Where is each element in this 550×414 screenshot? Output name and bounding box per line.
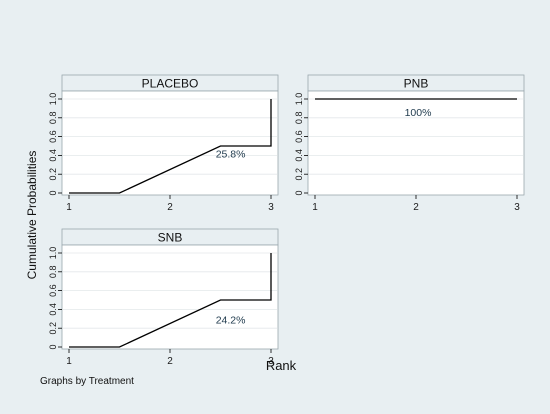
by-note: Graphs by Treatment xyxy=(40,376,134,387)
panel-placebo: PLACEBO 0 0.2 0.4 0.6 0.8 1.0 1 2 3 25.8% xyxy=(48,74,279,213)
y-tick-label: 0.2 xyxy=(48,322,58,335)
plot-area xyxy=(61,244,279,350)
x-tick-label: 2 xyxy=(167,202,173,213)
probability-annotation: 24.2% xyxy=(216,315,246,327)
y-tick-label: 1.0 xyxy=(294,93,304,106)
y-tick-label: 1.0 xyxy=(48,93,58,106)
panels-group: PLACEBO 0 0.2 0.4 0.6 0.8 1.0 1 2 3 25.8% PNB 0 0.2 0.… xyxy=(48,74,525,367)
x-tick-label: 3 xyxy=(514,202,520,213)
series-line xyxy=(69,253,272,348)
y-tick-label: 0.2 xyxy=(48,168,58,181)
y-tick-label: 0 xyxy=(48,190,58,195)
y-tick-label: 0.4 xyxy=(48,149,58,162)
plot-area xyxy=(61,90,279,196)
panel-snb: SNB 0 0.2 0.4 0.6 0.8 1.0 1 2 3 24.2% xyxy=(48,228,279,367)
panel-title: SNB xyxy=(158,231,183,245)
y-tick-label: 0 xyxy=(48,344,58,349)
y-axis-title: Cumulative Probabilities xyxy=(25,151,39,280)
y-tick-label: 0.8 xyxy=(48,266,58,279)
y-tick-label: 0.4 xyxy=(294,149,304,162)
y-tick-label: 0.4 xyxy=(48,303,58,316)
y-tick-label: 0.8 xyxy=(294,112,304,125)
panel-pnb: PNB 0 0.2 0.4 0.6 0.8 1.0 1 2 3 100% xyxy=(294,74,525,213)
x-tick-label: 1 xyxy=(66,202,72,213)
x-axis-title: Rank xyxy=(266,358,297,373)
y-tick-label: 0.2 xyxy=(294,168,304,181)
y-tick-label: 1.0 xyxy=(48,247,58,260)
panel-title: PLACEBO xyxy=(142,77,199,91)
y-tick-label: 0.6 xyxy=(48,130,58,143)
probability-annotation: 100% xyxy=(405,107,432,119)
plot-area xyxy=(307,90,525,196)
probability-annotation: 25.8% xyxy=(216,148,246,160)
x-tick-label: 2 xyxy=(413,202,419,213)
y-tick-label: 0.8 xyxy=(48,112,58,125)
y-tick-label: 0.6 xyxy=(294,130,304,143)
x-tick-label: 1 xyxy=(66,356,72,367)
x-tick-label: 3 xyxy=(268,202,274,213)
y-tick-label: 0 xyxy=(294,190,304,195)
panel-title: PNB xyxy=(404,77,429,91)
series-line xyxy=(69,99,272,194)
y-tick-label: 0.6 xyxy=(48,284,58,297)
x-tick-label: 2 xyxy=(167,356,173,367)
x-tick-label: 1 xyxy=(312,202,318,213)
x-tick-label: 3 xyxy=(268,356,274,367)
